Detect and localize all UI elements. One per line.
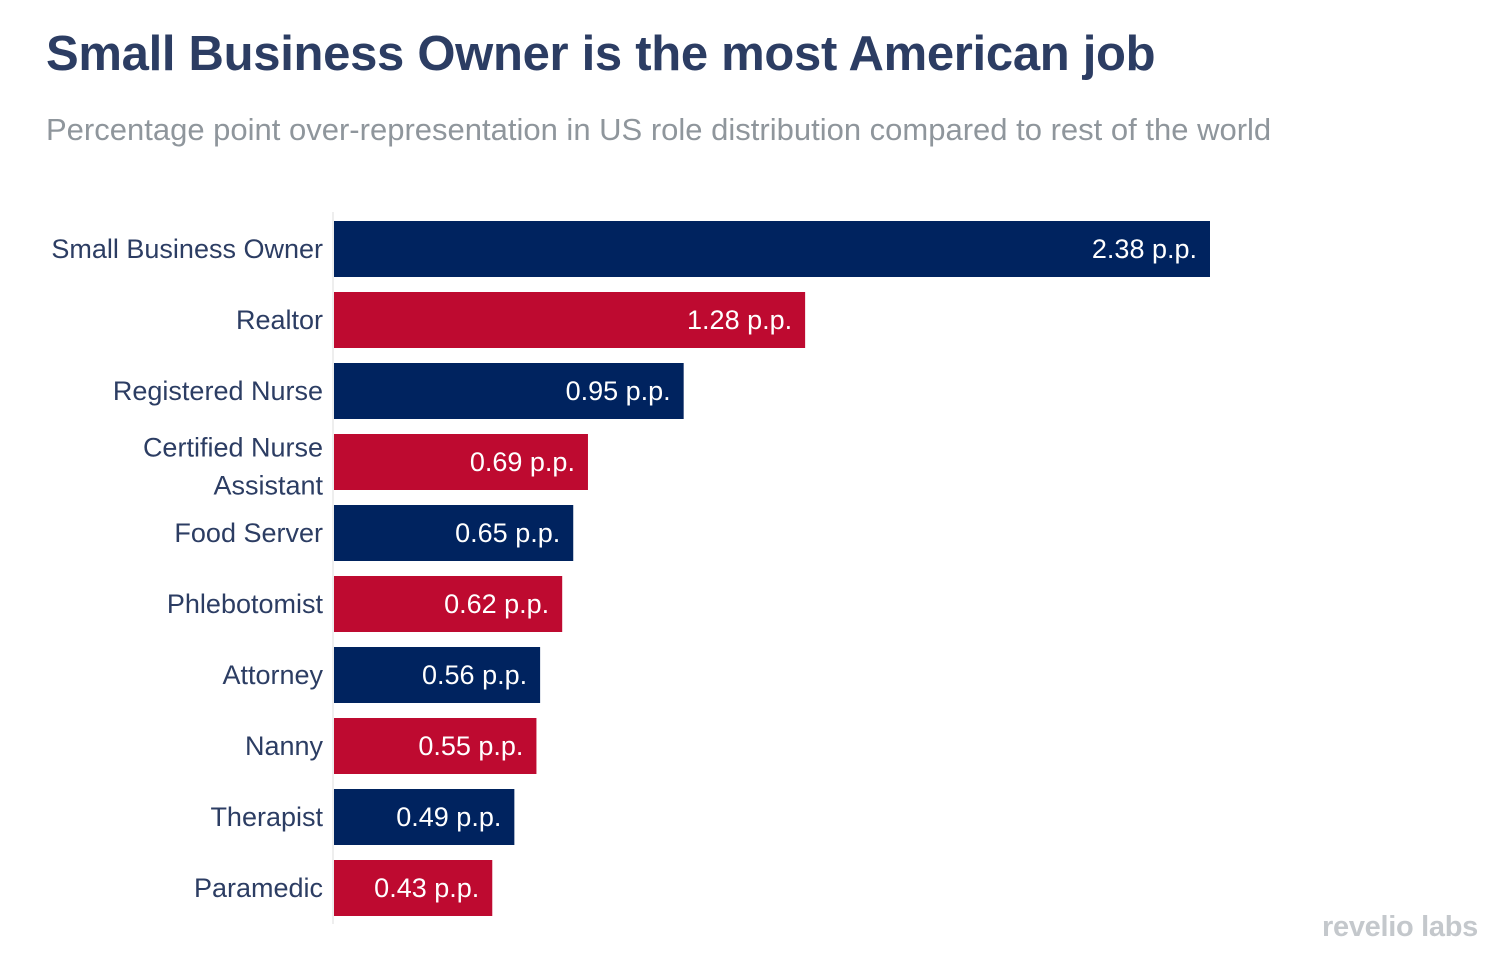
bar-small-business-owner: [334, 221, 1210, 277]
value-label-therapist: 0.49 p.p.: [396, 802, 501, 832]
value-label-realtor: 1.28 p.p.: [687, 305, 792, 335]
chart-subtitle: Percentage point over-representation in …: [46, 112, 1272, 147]
category-label-food-server: Food Server: [174, 518, 323, 548]
bar-realtor: [334, 292, 806, 348]
value-label-attorney: 0.56 p.p.: [422, 660, 527, 690]
bar-registered-nurse: [334, 363, 684, 419]
category-label-small-business-owner: Small Business Owner: [51, 234, 323, 264]
value-label-paramedic: 0.43 p.p.: [374, 873, 479, 903]
category-label-registered-nurse: Registered Nurse: [113, 376, 323, 406]
bar-phlebotomist: [334, 576, 563, 632]
bar-attorney: [334, 647, 541, 703]
category-label-attorney: Attorney: [222, 660, 323, 690]
revelio-labs-logo: revelio labs: [1322, 911, 1478, 943]
chart-title: Small Business Owner is the most America…: [46, 27, 1156, 81]
value-label-small-business-owner: 2.38 p.p.: [1092, 234, 1197, 264]
bar-paramedic: [334, 860, 493, 916]
value-label-food-server: 0.65 p.p.: [455, 518, 560, 548]
category-label-paramedic: Paramedic: [194, 873, 323, 903]
bars-group: [334, 221, 1210, 916]
value-label-certified-nurse-assistant: 0.69 p.p.: [470, 447, 575, 477]
value-label-registered-nurse: 0.95 p.p.: [566, 376, 671, 406]
value-labels-group: 2.38 p.p. 1.28 p.p. 0.95 p.p. 0.69 p.p. 0.65…: [374, 234, 1197, 903]
category-labels-group: Small Business Owner Realtor Registered Nu…: [51, 234, 323, 903]
category-label-nanny: Nanny: [245, 731, 324, 761]
category-label-certified-nurse-assistant: Certified Nurse Assistant: [143, 433, 324, 501]
category-label-therapist: Therapist: [210, 802, 323, 832]
value-label-nanny: 0.55 p.p.: [418, 731, 523, 761]
category-label-realtor: Realtor: [236, 305, 323, 335]
bar-certified-nurse-assistant: [334, 434, 588, 490]
bar-nanny: [334, 718, 537, 774]
category-label-phlebotomist: Phlebotomist: [167, 589, 324, 619]
bar-therapist: [334, 789, 515, 845]
bar-food-server: [334, 505, 574, 561]
value-label-phlebotomist: 0.62 p.p.: [444, 589, 549, 619]
